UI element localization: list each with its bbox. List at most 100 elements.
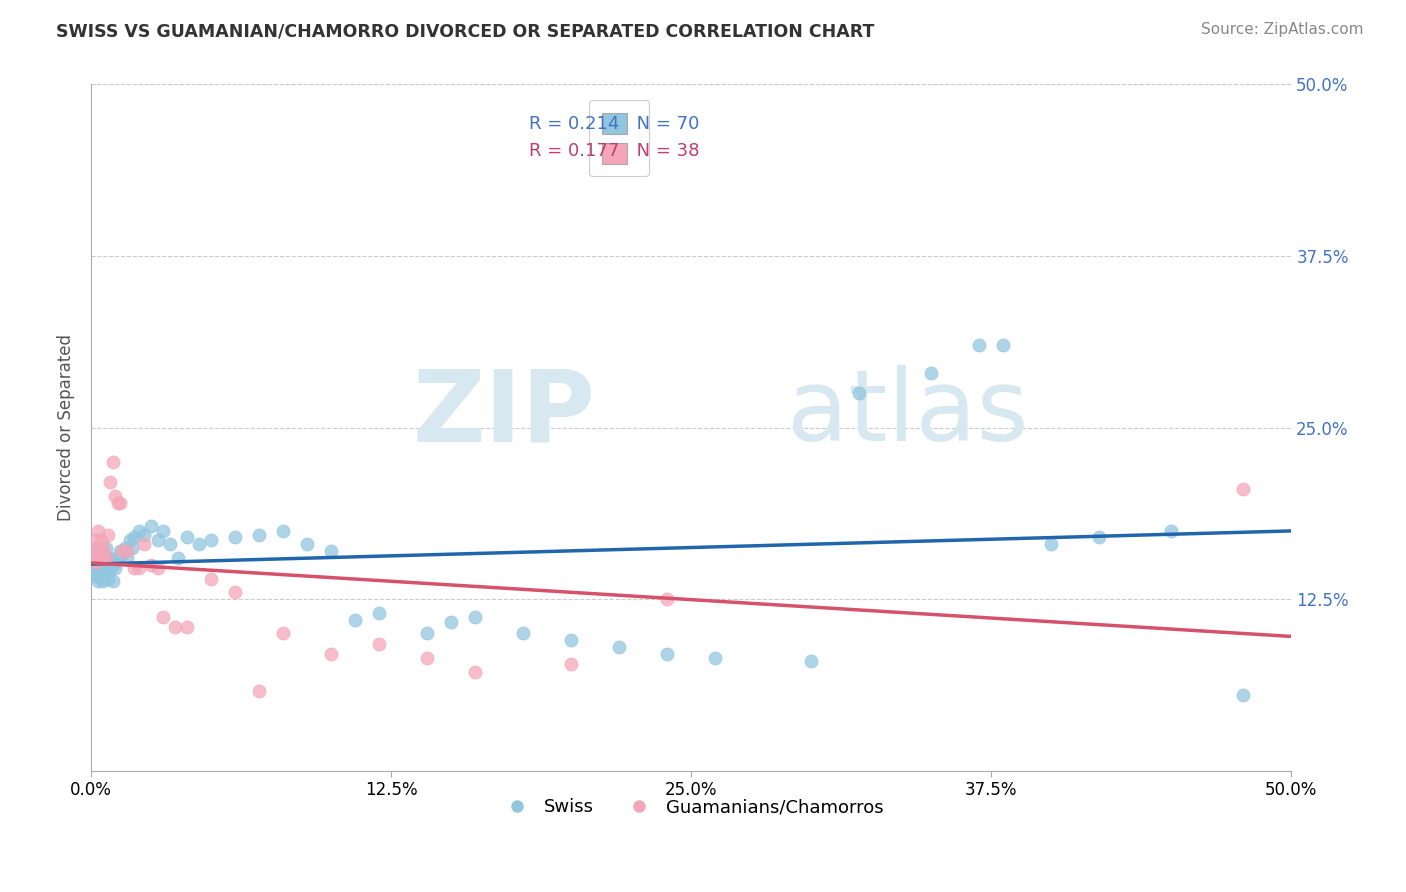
Point: [920, 366, 942, 380]
Point: [83, 541, 105, 556]
Point: [97, 572, 120, 586]
Point: [90, 551, 112, 566]
Point: [440, 615, 463, 630]
Point: [84, 555, 107, 569]
Point: [87, 544, 110, 558]
Point: [84, 567, 107, 582]
Point: [128, 560, 150, 574]
Point: [1088, 530, 1111, 544]
Point: [271, 626, 294, 640]
Point: [800, 654, 823, 668]
Point: [101, 574, 124, 589]
Point: [141, 558, 163, 572]
Point: [87, 565, 110, 579]
Text: atlas: atlas: [787, 366, 1029, 462]
Point: [166, 551, 188, 566]
Point: [560, 657, 582, 671]
Point: [1160, 524, 1182, 538]
Point: [108, 544, 131, 558]
Point: [512, 626, 534, 640]
Point: [98, 475, 121, 490]
Point: [993, 338, 1015, 352]
Point: [107, 496, 129, 510]
Point: [111, 544, 134, 558]
Point: [124, 560, 146, 574]
Point: [83, 560, 105, 574]
Point: [295, 537, 318, 551]
Point: [200, 572, 222, 586]
Point: [848, 386, 870, 401]
Point: [94, 541, 117, 556]
Point: [368, 606, 391, 620]
Point: [91, 547, 114, 561]
Point: [83, 551, 105, 566]
Point: [87, 574, 110, 589]
Point: [416, 626, 439, 640]
Point: [141, 519, 163, 533]
Point: [91, 558, 114, 572]
Point: [87, 544, 110, 558]
Point: [91, 544, 114, 558]
Text: R = 0.214   N = 70: R = 0.214 N = 70: [529, 115, 700, 133]
Point: [91, 574, 114, 589]
Point: [97, 527, 120, 541]
Point: [344, 613, 367, 627]
Text: Source: ZipAtlas.com: Source: ZipAtlas.com: [1201, 22, 1364, 37]
Point: [247, 684, 270, 698]
Point: [657, 592, 679, 607]
Point: [124, 530, 146, 544]
Point: [104, 554, 127, 568]
Point: [87, 555, 110, 569]
Point: [90, 569, 112, 583]
Point: [115, 551, 138, 566]
Point: [152, 524, 174, 538]
Point: [98, 560, 121, 574]
Point: [94, 560, 117, 574]
Point: [188, 537, 211, 551]
Point: [83, 544, 105, 558]
Point: [111, 547, 134, 561]
Point: [560, 633, 582, 648]
Point: [121, 541, 143, 556]
Point: [87, 524, 110, 538]
Point: [159, 537, 181, 551]
Point: [128, 524, 150, 538]
Point: [90, 533, 112, 548]
Point: [271, 524, 294, 538]
Point: [321, 647, 343, 661]
Point: [1232, 688, 1254, 702]
Text: SWISS VS GUAMANIAN/CHAMORRO DIVORCED OR SEPARATED CORRELATION CHART: SWISS VS GUAMANIAN/CHAMORRO DIVORCED OR …: [56, 22, 875, 40]
Point: [132, 537, 155, 551]
Point: [108, 496, 131, 510]
Point: [84, 533, 107, 548]
Point: [107, 551, 129, 566]
Point: [98, 551, 121, 566]
Text: R = 0.177   N = 38: R = 0.177 N = 38: [529, 143, 700, 161]
Point: [84, 569, 107, 583]
Point: [114, 541, 136, 556]
Point: [84, 547, 107, 561]
Point: [90, 560, 112, 574]
Point: [97, 551, 120, 566]
Y-axis label: Divorced or Separated: Divorced or Separated: [58, 334, 75, 521]
Point: [91, 541, 114, 556]
Point: [148, 533, 170, 548]
Point: [94, 551, 117, 566]
Point: [132, 527, 155, 541]
Point: [464, 610, 486, 624]
Point: [176, 619, 198, 633]
Point: [1040, 537, 1063, 551]
Point: [176, 530, 198, 544]
Point: [148, 560, 170, 574]
Point: [84, 558, 107, 572]
Point: [607, 640, 630, 655]
Point: [104, 489, 127, 503]
Point: [969, 338, 991, 352]
Point: [101, 455, 124, 469]
Point: [104, 560, 127, 574]
Point: [247, 527, 270, 541]
Text: ZIP: ZIP: [412, 366, 595, 462]
Point: [464, 665, 486, 679]
Point: [416, 651, 439, 665]
Legend: Swiss, Guamanians/Chamorros: Swiss, Guamanians/Chamorros: [492, 791, 891, 823]
